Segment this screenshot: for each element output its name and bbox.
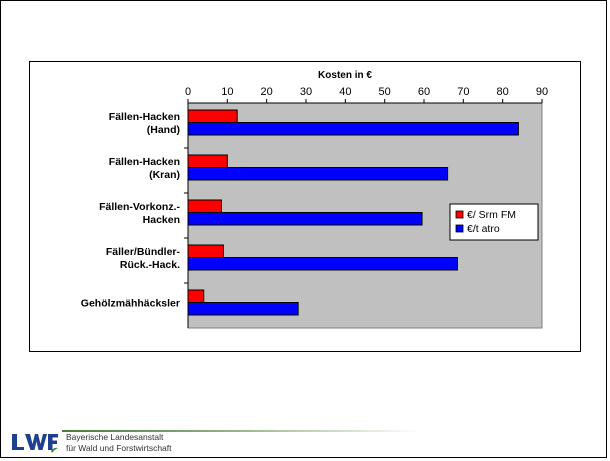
bar-t-atro (187, 167, 449, 181)
category-label: Fällen-Vorkonz.- (99, 201, 180, 213)
category-label: Hacken (143, 214, 180, 226)
legend-swatch (455, 210, 464, 219)
chart-container: Kosten in € 0 10 20 30 40 50 60 70 80 90 Fällen-Hac… (29, 61, 581, 352)
lwf-logo-letters (12, 434, 58, 453)
bar-srm-fm (187, 289, 205, 303)
lwf-logo (12, 434, 58, 453)
category-label: (Kran) (149, 169, 180, 181)
bar-srm-fm (187, 154, 228, 168)
bar-srm-fm (187, 244, 224, 258)
x-tick-label: 90 (536, 86, 548, 98)
chart-title: Kosten in € (318, 70, 372, 81)
x-tick-label: 70 (457, 86, 469, 98)
legend-label: €/ Srm FM (467, 209, 516, 221)
x-tick-label: 60 (418, 86, 430, 98)
category-label: (Hand) (147, 124, 180, 136)
footer-line-1: Bayerische Landesanstalt (66, 432, 164, 442)
bar-t-atro (187, 122, 519, 136)
x-tick-label: 40 (339, 86, 351, 98)
footer-institution: Bayerische Landesanstalt für Wald und Fo… (66, 432, 172, 454)
category-label: Rück.-Hack. (120, 259, 180, 271)
category-label: Fällen-Hacken (109, 111, 180, 123)
category-label: Fäller/Bündler- (106, 246, 181, 258)
x-tick-label: 20 (261, 86, 273, 98)
bar-srm-fm (187, 199, 222, 213)
legend-box (449, 203, 539, 241)
x-tick-label: 30 (300, 86, 312, 98)
bar-srm-fm (187, 109, 238, 123)
x-tick-label: 0 (185, 86, 191, 98)
x-tick-label: 10 (221, 86, 233, 98)
legend-label: €/t atro (467, 223, 500, 235)
bar-t-atro (187, 302, 299, 316)
x-tick-label: 50 (379, 86, 391, 98)
bar-chart: Kosten in € 0 10 20 30 40 50 60 70 80 90 Fällen-Hac… (81, 70, 548, 329)
footer-line-2: für Wald und Forstwirtschaft (66, 443, 172, 453)
bar-t-atro (187, 257, 458, 271)
bar-t-atro (187, 212, 423, 226)
category-label: Gehölzmähhäcksler (81, 298, 180, 310)
x-tick-label: 80 (497, 86, 509, 98)
category-label: Fällen-Hacken (109, 156, 180, 168)
footer-divider (62, 430, 422, 432)
legend-swatch (455, 224, 464, 233)
